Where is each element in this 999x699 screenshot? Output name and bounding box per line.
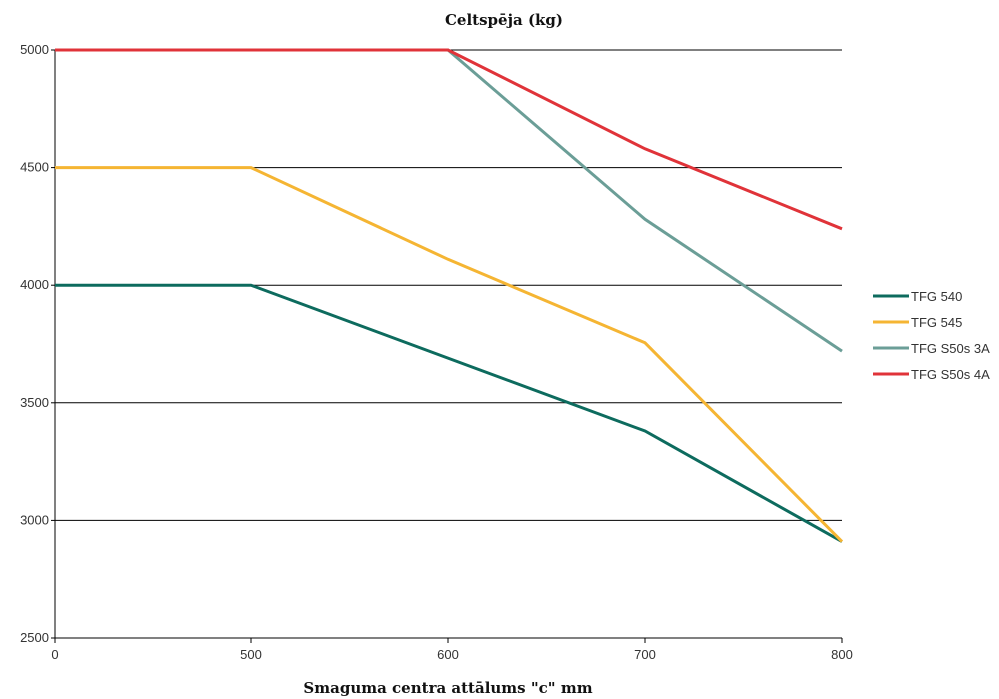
y-tick-label: 5000 [20,42,49,57]
x-tick-label: 700 [634,647,656,662]
y-tick-label: 3500 [20,395,49,410]
y-tick-label: 4500 [20,160,49,175]
y-tick-label: 2500 [20,630,49,645]
legend-label: TFG 540 [911,289,962,304]
series-line-tfg-540 [55,283,843,543]
series-lines [55,48,844,543]
x-tick-label: 0 [51,647,58,662]
y-axis-ticks: 2500 3000 3500 4000 4500 5000 [20,42,55,645]
axes [54,50,842,639]
x-tick-label: 600 [437,647,459,662]
x-axis-label: Smaguma centra attālums "c" mm [303,679,592,697]
legend-label: TFG S50s 4A [911,367,990,382]
series-line-tfg-545 [55,166,844,543]
y-tick-label: 4000 [20,277,49,292]
x-tick-label: 800 [831,647,853,662]
legend: TFG 540 TFG 545 TFG S50s 3A TFG S50s 4A [873,289,990,382]
legend-label: TFG S50s 3A [911,341,990,356]
y-tick-label: 3000 [20,512,49,527]
legend-label: TFG 545 [911,315,962,330]
x-tick-label: 500 [240,647,262,662]
series-line-tfg-s50s-3a [55,48,843,353]
series-line-tfg-s50s-4a [55,48,843,231]
x-axis-ticks: 0 500 600 700 800 [51,638,853,662]
chart-title: Celtspēja (kg) [445,11,563,29]
